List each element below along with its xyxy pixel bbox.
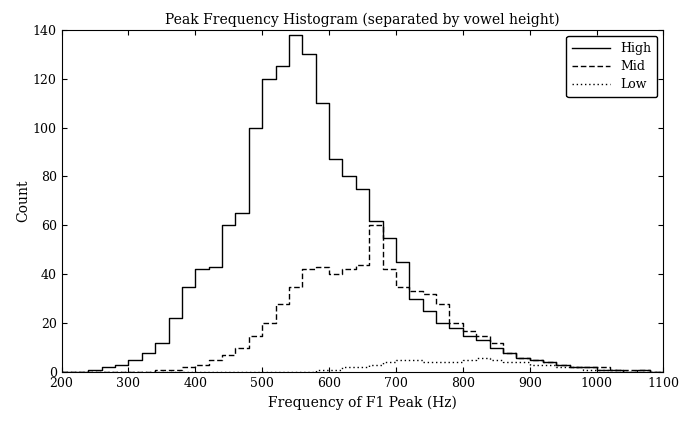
Title: Peak Frequency Histogram (separated by vowel height): Peak Frequency Histogram (separated by v… <box>166 13 560 27</box>
Y-axis label: Count: Count <box>16 180 30 222</box>
X-axis label: Frequency of F1 Peak (Hz): Frequency of F1 Peak (Hz) <box>268 396 457 410</box>
Legend: High, Mid, Low: High, Mid, Low <box>566 36 657 97</box>
